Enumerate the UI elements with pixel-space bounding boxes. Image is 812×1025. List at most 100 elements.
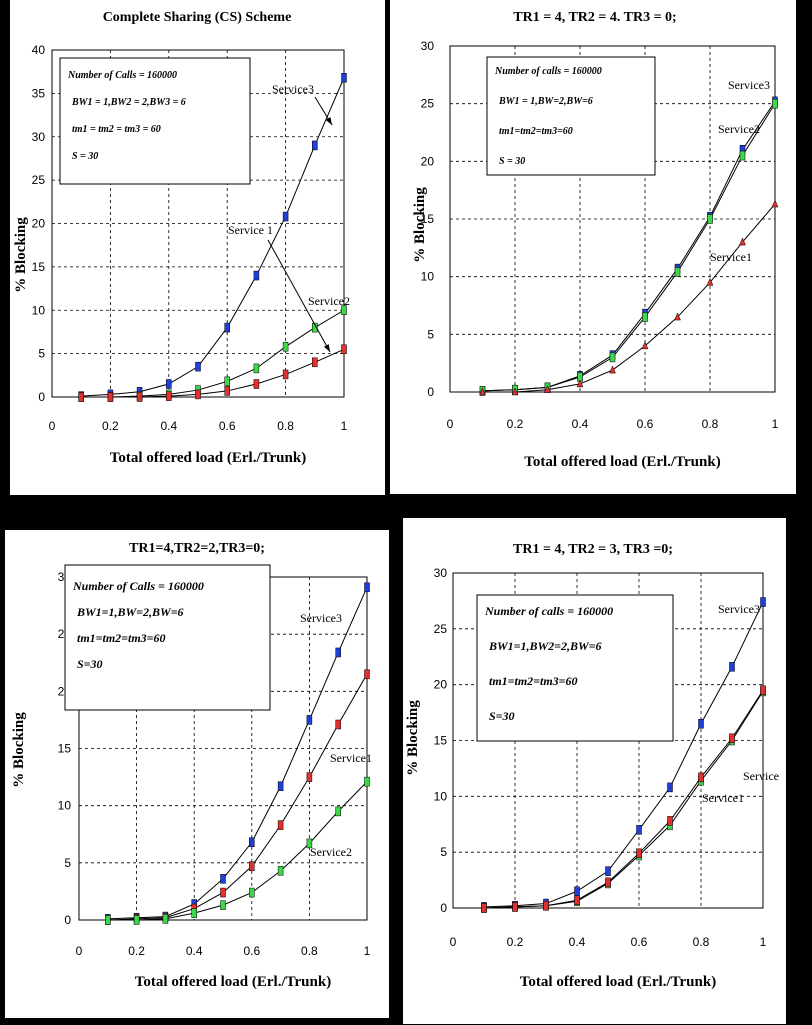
data-point <box>78 392 84 402</box>
data-point <box>306 838 313 849</box>
data-point <box>772 98 778 109</box>
data-point <box>574 886 580 896</box>
chart-svg-cs: Complete Sharing (CS) Scheme 0 0.2 0.4 0.6 0.… <box>13 10 350 466</box>
chart-panel-cs: Complete Sharing (CS) Scheme 0 0.2 0.4 0.6 0.… <box>10 0 385 495</box>
x-tick-label: 0.8 <box>301 944 318 958</box>
series-line <box>81 348 345 398</box>
data-point <box>312 322 318 333</box>
data-point <box>512 902 518 912</box>
x-tick-label: 0.8 <box>702 417 719 431</box>
series-label: Service2 <box>310 845 352 859</box>
data-point <box>253 270 260 281</box>
data-point <box>224 376 230 387</box>
x-tick-label: 1 <box>772 417 779 431</box>
x-tick-label: 0.2 <box>102 419 119 433</box>
chart-svg-tr420: TR1=4,TR2=2,TR3=0;0 0.2 0.4 0.6 0.8 105101520… <box>11 541 372 990</box>
data-point <box>341 344 347 355</box>
x-tick-label: 1 <box>760 935 767 949</box>
series-label: Service3 <box>728 78 770 92</box>
series-label: Service2 <box>308 294 350 308</box>
series-label: Service <box>743 769 779 783</box>
chart-panel-tr443: TR1 = 4, TR2 = 4. TR3 = 0; 0 0.2 0.4 0.6 0.8 1… <box>390 0 796 494</box>
data-point <box>220 887 226 898</box>
y-tick-label: 20 <box>434 678 448 692</box>
x-tick-label: 0 <box>76 944 83 958</box>
chart-panel-tr420: TR1=4,TR2=2,TR3=0; 0 0.2 0.4 0.6 0.8 1 0 5 10 15 20… <box>5 530 389 1018</box>
chart-title: TR1 = 4, TR2 = 4. TR3 = 0; <box>513 10 676 25</box>
series-line <box>107 781 368 921</box>
annotation-arrow <box>267 239 331 353</box>
x-tick-label: 1 <box>364 944 371 958</box>
data-point <box>335 806 341 817</box>
data-point <box>636 848 642 859</box>
data-point <box>771 199 779 208</box>
data-point <box>312 140 318 151</box>
data-point <box>341 73 347 83</box>
data-point <box>667 782 673 793</box>
y-tick-label: 25 <box>32 173 46 187</box>
data-point <box>335 647 341 658</box>
data-point <box>282 369 289 380</box>
data-point <box>253 363 260 374</box>
x-axis-label: Total offered load (Erl./Trunk) <box>524 454 720 470</box>
series-line <box>482 103 776 392</box>
y-tick-label: 30 <box>421 39 435 53</box>
info-line: Number of calls = 160000 <box>494 66 602 77</box>
info-line: S = 30 <box>72 151 98 162</box>
y-tick-label: 0 <box>64 913 71 927</box>
y-tick-label: 15 <box>434 734 448 748</box>
series-label: Service1 <box>702 791 744 805</box>
info-line: BW1 = 1,BW=2,BW=6 <box>498 96 593 107</box>
y-tick-label: 0 <box>38 390 45 404</box>
series-label: Service3 <box>272 82 314 96</box>
data-point <box>282 211 289 222</box>
y-axis-label: % Blocking <box>11 712 27 788</box>
data-point <box>543 901 549 911</box>
data-point <box>511 387 519 396</box>
data-point <box>739 150 746 161</box>
data-point <box>107 392 114 402</box>
data-point <box>674 267 681 277</box>
data-point <box>605 866 611 876</box>
y-tick-label: 5 <box>38 347 45 361</box>
y-tick-label: 15 <box>58 742 72 756</box>
info-line: Number of Calls = 160000 <box>67 70 177 81</box>
info-line: S=30 <box>77 657 103 671</box>
series-label: Service2 <box>718 122 760 136</box>
data-point <box>760 597 766 607</box>
series-line <box>483 689 764 909</box>
series-label: Service1 <box>710 250 752 264</box>
series-label: Service3 <box>300 611 342 625</box>
x-tick-label: 0.4 <box>186 944 203 958</box>
x-tick-label: 0.8 <box>693 935 710 949</box>
data-point <box>306 772 313 782</box>
x-axis-label: Total offered load (Erl./Trunk) <box>135 974 331 990</box>
data-point <box>707 214 713 224</box>
data-point <box>220 900 226 910</box>
x-tick-label: 0.2 <box>507 417 524 431</box>
x-tick-label: 1 <box>341 419 348 433</box>
data-point <box>191 908 197 918</box>
info-box <box>486 56 656 176</box>
y-tick-label: 35 <box>32 86 46 100</box>
data-point <box>224 386 230 396</box>
info-line: S=30 <box>489 709 515 723</box>
chart-svg-tr443: TR1 = 4, TR2 = 4. TR3 = 0; 0 0.2 0.4 0.6 0.8 1… <box>412 10 779 470</box>
data-point <box>574 895 580 905</box>
data-point <box>335 719 341 730</box>
y-tick-label: 20 <box>421 154 435 168</box>
info-box <box>476 594 674 742</box>
series-line <box>482 203 776 393</box>
series-line <box>107 587 368 920</box>
series-line <box>483 601 764 908</box>
data-point <box>249 887 255 898</box>
data-point <box>667 816 673 826</box>
data-point <box>576 379 584 388</box>
data-point <box>136 392 143 402</box>
info-box <box>59 57 251 185</box>
data-point <box>364 669 370 679</box>
info-line: tm1=tm2=tm3=60 <box>489 674 578 688</box>
x-axis-label: Total offered load (Erl./Trunk) <box>110 450 306 466</box>
data-point <box>642 312 648 322</box>
y-tick-label: 40 <box>32 43 46 57</box>
